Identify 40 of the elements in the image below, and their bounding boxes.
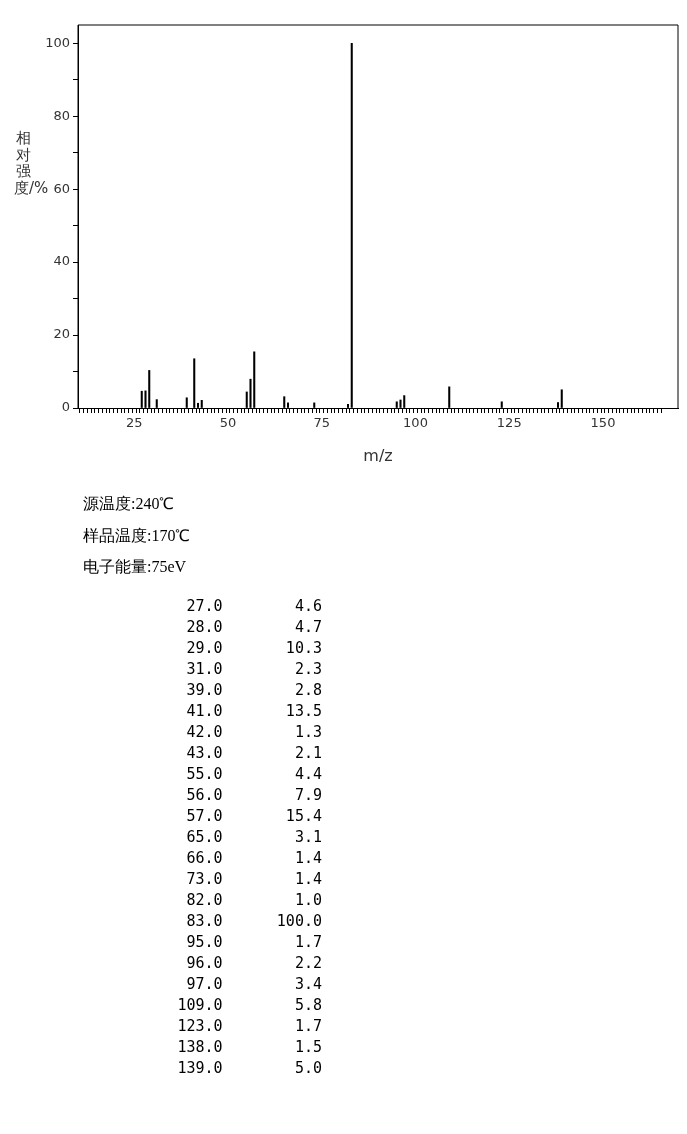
text: 39.0 2.8 xyxy=(186,681,322,699)
text: 27.0 4.6 xyxy=(186,597,322,615)
y-tick-label: 0 xyxy=(61,399,70,415)
text: 31.0 2.3 xyxy=(186,660,322,678)
x-axis-title: m/z xyxy=(363,445,393,465)
text: 66.0 1.4 xyxy=(186,849,322,867)
text: 109.0 5.8 xyxy=(177,996,322,1014)
text: 43.0 2.1 xyxy=(186,744,322,762)
text: 96.0 2.2 xyxy=(186,954,322,972)
y-tick-label: 40 xyxy=(53,253,70,269)
x-tick-label: 125 xyxy=(496,415,522,431)
text: 95.0 1.7 xyxy=(186,933,322,951)
text: 83.0 100.0 xyxy=(186,912,322,930)
text: 123.0 1.7 xyxy=(177,1017,322,1035)
text: 42.0 1.3 xyxy=(186,723,322,741)
x-tick-label: 150 xyxy=(590,415,616,431)
text: 源温度:240℃ xyxy=(83,494,175,514)
y-axis-title: 相对强度/% xyxy=(14,129,49,197)
text: 82.0 1.0 xyxy=(186,891,322,909)
y-tick-label: 80 xyxy=(53,107,70,123)
text: 电子能量:75eV xyxy=(83,557,187,577)
text: 29.0 10.3 xyxy=(186,639,322,657)
text: 57.0 15.4 xyxy=(186,807,322,825)
x-tick-label: 75 xyxy=(313,415,331,431)
text: 65.0 3.1 xyxy=(186,828,322,846)
text: 97.0 3.4 xyxy=(186,975,322,993)
y-tick-label: 60 xyxy=(53,180,70,196)
text: 73.0 1.4 xyxy=(186,870,322,888)
x-tick-label: 100 xyxy=(403,415,428,431)
text: 55.0 4.4 xyxy=(186,765,322,783)
text: 56.0 7.9 xyxy=(186,786,322,804)
text: 28.0 4.7 xyxy=(186,618,322,636)
text: 139.0 5.0 xyxy=(177,1059,322,1077)
x-tick-label: 25 xyxy=(125,415,143,431)
text: 41.0 13.5 xyxy=(186,702,322,720)
y-tick-label: 20 xyxy=(53,326,70,342)
y-tick-label: 100 xyxy=(45,34,70,50)
text: 样品温度:170℃ xyxy=(83,525,191,546)
text: 138.0 1.5 xyxy=(177,1038,322,1056)
x-tick-label: 50 xyxy=(219,415,237,431)
